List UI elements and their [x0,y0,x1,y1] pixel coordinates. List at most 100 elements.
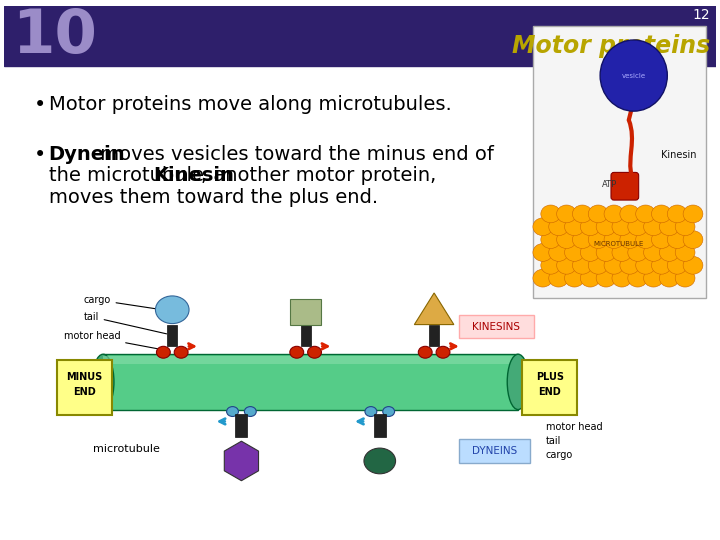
Ellipse shape [588,231,608,248]
Ellipse shape [683,256,703,274]
Ellipse shape [596,269,616,287]
Ellipse shape [675,244,695,261]
Ellipse shape [580,244,600,261]
Ellipse shape [365,407,377,416]
Text: moves vesicles toward the minus end of: moves vesicles toward the minus end of [94,145,494,164]
Text: DYNEINS: DYNEINS [472,446,517,456]
Text: ATP: ATP [602,180,617,189]
Text: Kinesin: Kinesin [662,150,697,160]
Polygon shape [225,441,258,481]
Ellipse shape [588,256,608,274]
Ellipse shape [572,205,593,223]
Ellipse shape [549,218,569,235]
Ellipse shape [644,269,663,287]
Ellipse shape [652,205,671,223]
Ellipse shape [620,231,639,248]
Text: MINUS: MINUS [66,372,102,382]
Ellipse shape [683,231,703,248]
Ellipse shape [307,346,321,358]
Text: PLUS: PLUS [536,372,564,382]
Ellipse shape [628,218,647,235]
Ellipse shape [636,231,655,248]
Ellipse shape [604,231,624,248]
Text: cargo: cargo [546,450,573,460]
Text: Motor proteins: Motor proteins [511,34,710,58]
Ellipse shape [564,218,585,235]
Bar [103,354,518,409]
Text: MICROTUBULE: MICROTUBULE [594,240,644,247]
Ellipse shape [580,269,600,287]
Text: 10: 10 [12,6,97,65]
Text: moves them toward the plus end.: moves them toward the plus end. [49,188,378,207]
Text: tail: tail [84,312,166,334]
Ellipse shape [675,218,695,235]
Bar [374,414,386,437]
Ellipse shape [596,244,616,261]
Text: tail: tail [546,436,561,446]
Ellipse shape [644,218,663,235]
Ellipse shape [600,40,667,111]
Ellipse shape [596,218,616,235]
Bar [301,325,310,346]
Text: , another motor protein,: , another motor protein, [201,166,436,185]
Bar [167,325,177,346]
Ellipse shape [580,218,600,235]
Text: KINESINS: KINESINS [472,321,521,332]
Ellipse shape [383,407,395,416]
Bar [533,26,706,298]
Ellipse shape [604,205,624,223]
FancyBboxPatch shape [611,172,639,200]
FancyBboxPatch shape [103,356,518,364]
Ellipse shape [628,244,647,261]
Ellipse shape [174,346,188,358]
Ellipse shape [612,244,631,261]
Ellipse shape [364,448,395,474]
Polygon shape [414,293,454,325]
Ellipse shape [612,218,631,235]
Ellipse shape [636,205,655,223]
Ellipse shape [636,256,655,274]
Ellipse shape [675,269,695,287]
Text: END: END [73,387,96,397]
Ellipse shape [557,256,577,274]
Ellipse shape [244,407,256,416]
FancyBboxPatch shape [459,439,530,463]
Ellipse shape [549,269,569,287]
Ellipse shape [667,231,687,248]
Ellipse shape [436,346,450,358]
Ellipse shape [564,269,585,287]
Ellipse shape [652,231,671,248]
Text: Dynein: Dynein [49,145,125,164]
Text: END: END [539,387,561,397]
Ellipse shape [667,205,687,223]
Text: cargo: cargo [84,295,160,309]
Bar [235,414,248,437]
Text: Motor proteins move along microtubules.: Motor proteins move along microtubules. [49,96,451,114]
Text: 12: 12 [692,9,710,22]
Text: •: • [34,145,46,165]
Ellipse shape [507,354,529,409]
Ellipse shape [683,205,703,223]
Ellipse shape [290,346,304,358]
Ellipse shape [541,205,561,223]
FancyBboxPatch shape [57,360,112,415]
Ellipse shape [549,244,569,261]
Text: Kinesin: Kinesin [153,166,234,185]
Bar [429,325,439,346]
FancyBboxPatch shape [459,315,534,339]
Ellipse shape [564,244,585,261]
Ellipse shape [588,205,608,223]
Ellipse shape [533,218,553,235]
Ellipse shape [660,218,679,235]
Ellipse shape [533,269,553,287]
Bar [290,299,321,325]
Text: microtubule: microtubule [93,444,160,454]
Ellipse shape [652,256,671,274]
Ellipse shape [557,231,577,248]
Ellipse shape [227,407,238,416]
Text: vesicle: vesicle [621,72,646,79]
Ellipse shape [156,346,170,358]
FancyBboxPatch shape [522,360,577,415]
Ellipse shape [572,256,593,274]
Text: motor head: motor head [63,332,158,349]
